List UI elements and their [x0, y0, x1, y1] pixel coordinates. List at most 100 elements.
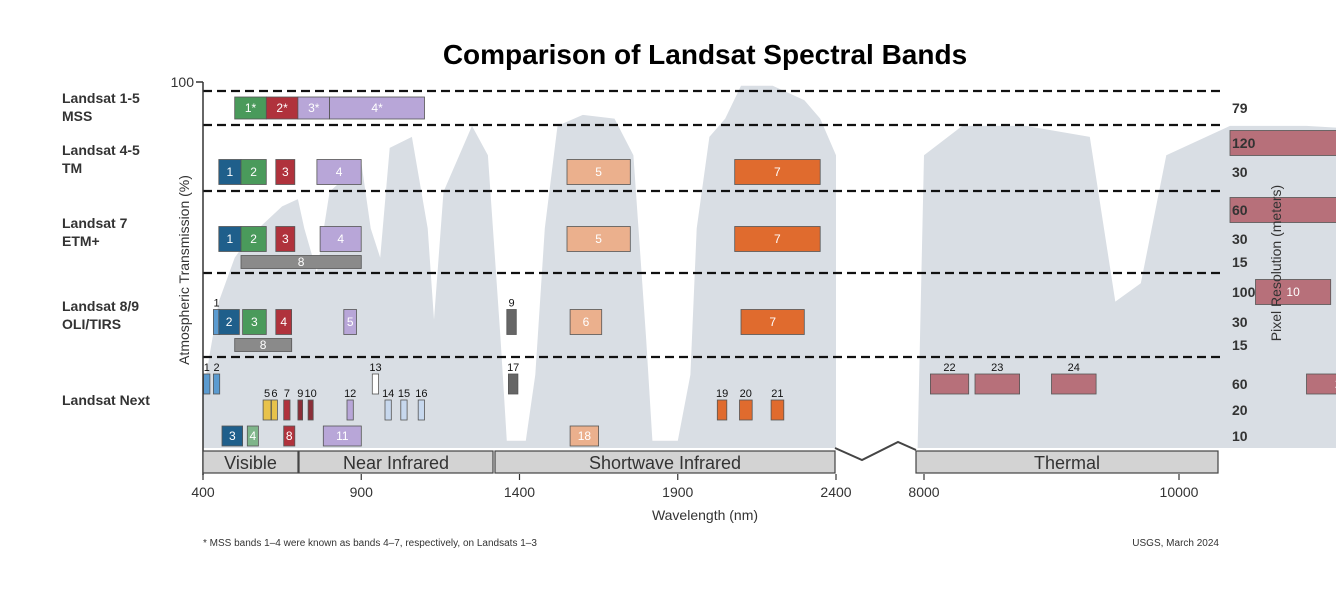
- band-label: 8: [286, 429, 293, 443]
- band-5-bar: [566, 226, 631, 252]
- band-number: 6: [271, 388, 277, 400]
- band-label: 6: [583, 315, 590, 329]
- band-number: 1: [214, 298, 220, 310]
- band-layer: 1*2*3*4*12345761234576812345967101181213…: [203, 96, 1336, 447]
- band-6-bar: [1229, 197, 1336, 223]
- band-number: 23: [991, 362, 1003, 374]
- resolution-value: 100: [1232, 284, 1256, 300]
- band-9-bar: [297, 399, 303, 421]
- resolution-value: 30: [1232, 231, 1248, 247]
- band-label: 4: [336, 165, 343, 179]
- band-number: 9: [509, 298, 515, 310]
- region-label: Shortwave Infrared: [589, 453, 741, 473]
- band-6-bar: [270, 399, 278, 421]
- resolution-value: 120: [1232, 135, 1256, 151]
- region-label: Thermal: [1034, 453, 1100, 473]
- band-number: 20: [740, 388, 752, 400]
- band-25-bar: [1306, 373, 1336, 395]
- y-axis-title: Atmospheric Transmission (%): [176, 175, 192, 365]
- band-label: 8: [260, 338, 267, 352]
- resolution-value: 60: [1232, 202, 1248, 218]
- band-22-bar: [930, 373, 970, 395]
- band-number: 9: [297, 388, 303, 400]
- band-17-bar: [507, 373, 519, 395]
- region-box: [202, 450, 299, 474]
- region-box: [915, 450, 1219, 474]
- y-axis-top-label: 100: [171, 74, 195, 90]
- band-5-bar: [566, 159, 631, 185]
- band-label: 4: [280, 315, 287, 329]
- band-label: 8: [298, 255, 305, 269]
- x-axis-title: Wavelength (nm): [652, 507, 758, 523]
- band-number: 24: [1068, 362, 1080, 374]
- band-4-bar: [275, 309, 292, 335]
- band-number: 5: [264, 388, 270, 400]
- band-label: 3: [229, 429, 236, 443]
- chart-title: Comparison of Landsat Spectral Bands: [443, 39, 967, 70]
- band-13-bar: [371, 373, 379, 395]
- resolution-value: 79: [1232, 100, 1248, 116]
- band-10-bar: [307, 399, 314, 421]
- axis-break: [834, 440, 917, 462]
- band-14-bar: [384, 399, 392, 421]
- band-8-bar: [234, 338, 293, 352]
- band-2-bar: [240, 226, 267, 252]
- band-label: 2: [250, 165, 257, 179]
- band-label: 10: [1286, 285, 1300, 299]
- band-20-bar: [739, 399, 753, 421]
- band-number: 1: [204, 362, 210, 374]
- band-21-bar: [770, 399, 785, 421]
- band-12-bar: [346, 399, 354, 421]
- band-9-bar: [506, 309, 517, 335]
- spectral-regions: Visible Near Infrared Shortwave Infrared Th…: [202, 440, 1219, 474]
- band-6-bar: [569, 309, 603, 335]
- band-label: 3: [251, 315, 258, 329]
- satellite-name: Landsat 8/9: [62, 298, 139, 314]
- band-label: 2*: [276, 101, 288, 115]
- band-1-bar: [203, 373, 211, 395]
- band-number: 2: [214, 362, 220, 374]
- band-label: 7: [774, 232, 781, 246]
- band-8-bar: [283, 425, 296, 447]
- region-box: [494, 450, 836, 474]
- band-6-bar: [1229, 130, 1336, 156]
- satellite-name: Landsat 4-5: [62, 142, 140, 158]
- satellite-sensor: TM: [62, 160, 82, 176]
- x-tick-label: 2400: [820, 484, 851, 500]
- band-number: 10: [304, 388, 316, 400]
- resolution-value: 15: [1232, 254, 1248, 270]
- x-tick-label: 8000: [908, 484, 939, 500]
- band-number: 15: [398, 388, 410, 400]
- band-3-bar: [275, 159, 296, 185]
- band-number: 13: [369, 362, 381, 374]
- resolution-value: 15: [1232, 337, 1248, 353]
- band-7-bar: [734, 159, 821, 185]
- band-label: 5: [347, 315, 354, 329]
- band-label: 1: [227, 165, 234, 179]
- band-4-bar: [319, 226, 362, 252]
- band-label: 7: [774, 165, 781, 179]
- satellite-sensor: OLI/TIRS: [62, 316, 121, 332]
- region-box: [298, 450, 494, 474]
- band-label: 4: [249, 429, 256, 443]
- x-tick-label: 900: [350, 484, 374, 500]
- x-tick-label: 1900: [662, 484, 693, 500]
- band-23-bar: [974, 373, 1020, 395]
- region-label: Visible: [224, 453, 277, 473]
- satellite-sensor: MSS: [62, 108, 92, 124]
- band-18-bar: [569, 425, 599, 447]
- resolution-value: 20: [1232, 402, 1248, 418]
- band-3-bar: [221, 425, 244, 447]
- x-axis-ticks: 40090014001900240080001000012000: [191, 474, 1199, 500]
- band-5-bar: [343, 309, 357, 335]
- band-number: 14: [382, 388, 394, 400]
- band-label: 5: [595, 232, 602, 246]
- band-number: 12: [344, 388, 356, 400]
- band-label: 1*: [245, 101, 257, 115]
- band-7-bar: [734, 226, 821, 252]
- band-19-bar: [716, 399, 728, 421]
- band-label: 5: [595, 165, 602, 179]
- band-2-bar: [212, 373, 221, 395]
- band-16-bar: [417, 399, 425, 421]
